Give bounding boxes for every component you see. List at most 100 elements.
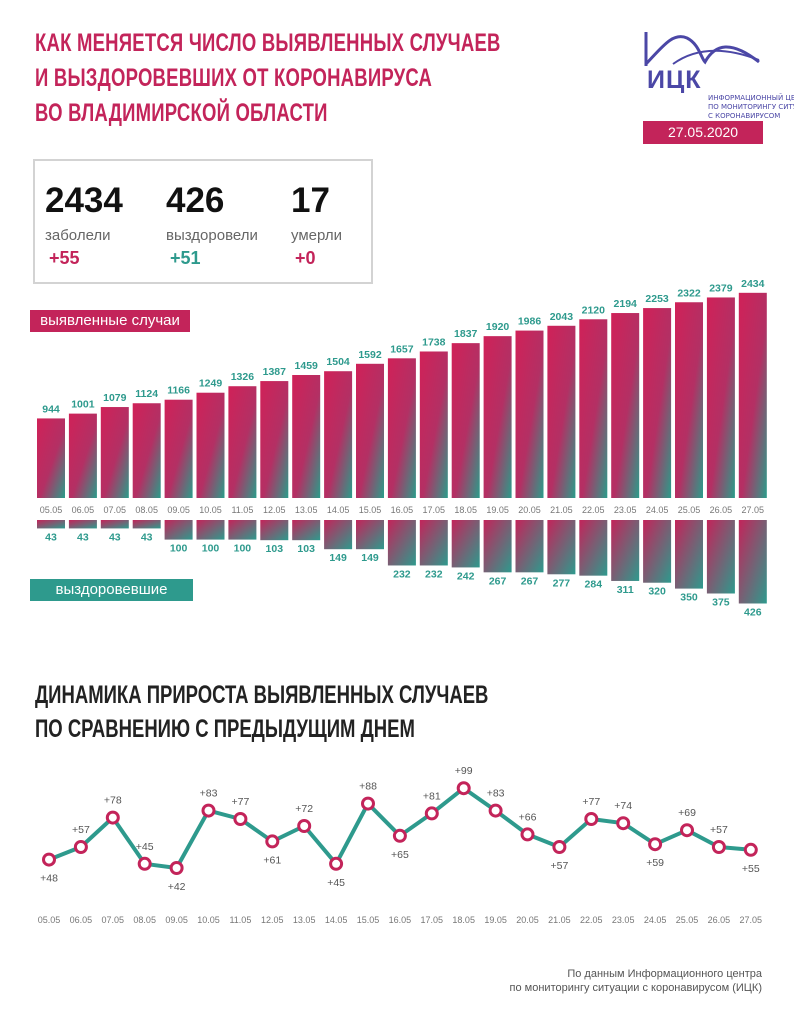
increase-value-label: +57 — [72, 824, 90, 836]
increase-value-label: +48 — [40, 873, 58, 885]
date-tick-label: 23.05 — [612, 915, 635, 925]
case-value-label: 2120 — [582, 304, 606, 316]
recovered-legend-pill: выздоровевшие — [30, 579, 193, 601]
increase-value-label: +61 — [263, 854, 281, 866]
increase-point — [265, 834, 280, 849]
page-title: КАК МЕНЯЕТСЯ ЧИСЛО ВЫЯВЛЕННЫХ СЛУЧАЕВ И … — [35, 26, 501, 131]
case-bar — [738, 292, 767, 498]
stat-recovered-delta: +51 — [170, 248, 201, 268]
date-tick-label: 16.05 — [389, 915, 412, 925]
recovered-value-label: 100 — [234, 543, 252, 555]
case-value-label: 1166 — [167, 385, 190, 397]
stat-cases-value: 2434 — [45, 181, 123, 220]
date-tick-label: 22.05 — [580, 915, 603, 925]
increase-point — [233, 812, 248, 826]
case-value-label: 1249 — [199, 378, 223, 390]
case-value-label: 1387 — [263, 366, 287, 378]
recovered-value-label: 232 — [393, 568, 411, 580]
date-tick-label: 16.05 — [391, 505, 414, 515]
recovered-value-label: 284 — [585, 579, 603, 591]
recovered-bar — [387, 520, 416, 566]
date-tick-label: 07.05 — [104, 505, 127, 515]
date-tick-label: 13.05 — [295, 505, 318, 515]
case-bar — [164, 399, 193, 498]
logo-sub-line: С КОРОНАВИРУСОМ — [708, 112, 781, 120]
stat-deaths-value: 17 — [291, 181, 330, 220]
date-tick-label: 12.05 — [263, 505, 286, 515]
source-line: По данным Информационного центра — [567, 968, 762, 980]
stat-deaths-label: умерли — [291, 227, 342, 244]
recovered-value-label: 43 — [77, 531, 89, 543]
case-bar — [260, 381, 289, 498]
case-value-label: 2253 — [645, 293, 669, 305]
case-value-label: 2379 — [709, 282, 733, 294]
line-title-line-1: ДИНАМИКА ПРИРОСТА ВЫЯВЛЕННЫХ СЛУЧАЕВ — [35, 681, 489, 709]
increase-value-label: +83 — [487, 788, 505, 800]
date-tick-label: 14.05 — [327, 505, 350, 515]
recovered-bar — [356, 520, 384, 550]
case-bar — [611, 313, 640, 498]
case-bar — [37, 418, 65, 498]
increase-point — [456, 781, 471, 796]
logo-wave-icon — [644, 32, 760, 66]
cases-bar-chart: 944 05.05 43 1001 06.05 43 1079 07.05 43 1124 08.0… — [37, 278, 767, 618]
date-badge: 27.05.2020 — [643, 121, 763, 144]
recovered-bar — [451, 520, 480, 568]
date-tick-label: 19.05 — [486, 505, 509, 515]
recovered-bar — [196, 520, 225, 540]
case-bar — [451, 343, 480, 498]
recovered-value-label: 43 — [45, 531, 57, 543]
recovered-bar — [292, 520, 321, 541]
case-value-label: 1837 — [454, 328, 478, 340]
case-bar — [579, 319, 608, 498]
date-tick-label: 19.05 — [484, 915, 507, 925]
recovered-bar — [547, 520, 576, 575]
stat-cases: 2434 заболели +55 — [45, 181, 123, 269]
date-tick-label: 11.05 — [231, 505, 253, 515]
date-tick-label: 23.05 — [614, 505, 637, 515]
recovered-bar — [228, 520, 257, 540]
increase-point — [743, 842, 758, 857]
increase-value-label: +57 — [710, 824, 728, 836]
recovered-value-label: 375 — [712, 597, 730, 609]
recovered-value-label: 149 — [361, 552, 379, 564]
date-tick-label: 06.05 — [70, 915, 93, 925]
date-tick-label: 17.05 — [423, 505, 446, 515]
increase-value-label: +57 — [550, 860, 568, 872]
summary-box: 2434 заболели +55 426 выздоровели +51 17… — [33, 159, 373, 284]
increase-point — [73, 840, 88, 854]
case-bar — [419, 351, 448, 498]
case-bar — [387, 358, 416, 498]
date-tick-label: 15.05 — [359, 505, 382, 515]
stat-cases-delta: +55 — [49, 248, 80, 268]
date-tick-label: 08.05 — [135, 505, 158, 515]
case-bar — [324, 371, 353, 498]
date-tick-label: 17.05 — [421, 915, 444, 925]
case-bar — [292, 375, 321, 498]
increase-value-label: +72 — [295, 803, 313, 815]
source-line: по мониторингу ситуации с коронавирусом … — [509, 982, 762, 994]
case-bar — [196, 392, 225, 498]
recovered-value-label: 103 — [266, 543, 284, 555]
recovered-bar — [37, 520, 65, 529]
recovered-value-label: 267 — [489, 575, 507, 587]
title-line-2: И ВЫЗДОРОВЕВШИХ ОТ КОРОНАВИРУСА — [35, 64, 433, 92]
date-tick-label: 26.05 — [708, 915, 731, 925]
case-bar — [228, 386, 257, 498]
date-tick-label: 11.05 — [229, 915, 251, 925]
date-tick-label: 05.05 — [40, 505, 63, 515]
increase-point — [297, 819, 312, 833]
increase-point — [201, 803, 216, 818]
recovered-value-label: 103 — [297, 543, 315, 555]
stat-deaths: 17 умерли +0 — [291, 181, 342, 269]
recovered-value-label: 350 — [680, 592, 698, 604]
increase-value-label: +59 — [646, 857, 664, 869]
recovered-bar — [164, 520, 193, 540]
case-bar — [515, 330, 544, 498]
logo-sub-line: ИНФОРМАЦИОННЫЙ ЦЕНТР — [708, 94, 794, 102]
increase-point — [169, 861, 184, 875]
recovered-bar — [132, 520, 161, 529]
recovered-bar — [579, 520, 608, 576]
date-tick-label: 20.05 — [518, 505, 541, 515]
increase-point — [552, 840, 567, 854]
